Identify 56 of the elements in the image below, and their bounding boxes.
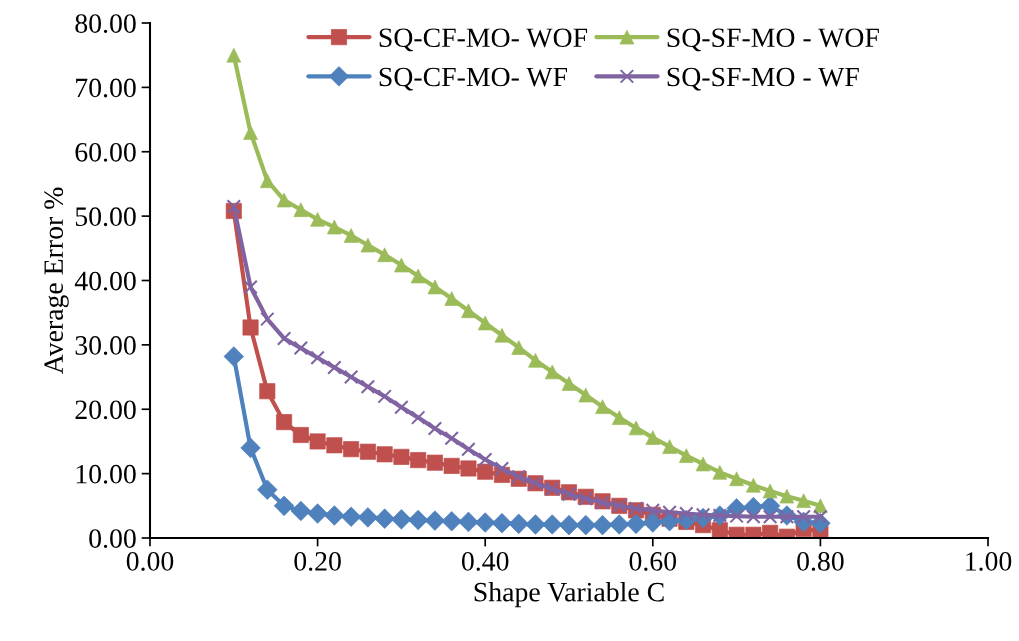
x-tick-label: 0.20 xyxy=(294,552,341,571)
y-tick-label: 10.00 xyxy=(76,464,136,484)
point xyxy=(226,199,242,214)
legend-label: SQ-CF-MO- WF xyxy=(379,67,567,91)
y-tick-label: 70.00 xyxy=(76,78,136,98)
y-tick-label: 60.00 xyxy=(75,142,136,162)
point xyxy=(426,454,443,471)
point xyxy=(243,279,258,295)
point xyxy=(223,346,244,367)
point xyxy=(475,512,496,533)
point xyxy=(592,514,613,536)
point xyxy=(293,202,309,217)
point xyxy=(393,448,410,465)
point xyxy=(377,389,392,404)
point xyxy=(796,493,811,508)
point xyxy=(695,507,711,523)
point xyxy=(461,441,476,457)
point xyxy=(645,503,661,518)
y-tick-label: 40.00 xyxy=(74,271,136,291)
point xyxy=(293,340,309,356)
y-axis-title: Average Error % xyxy=(44,187,69,375)
point xyxy=(762,509,778,525)
x-tick-label: 0.80 xyxy=(797,552,844,571)
point xyxy=(444,430,459,446)
point xyxy=(257,479,278,500)
point xyxy=(410,452,427,469)
legend-label: SQ-SF-MO - WF xyxy=(667,67,859,91)
x-tick-label: 0.60 xyxy=(629,552,677,571)
point xyxy=(359,443,376,460)
point xyxy=(427,421,443,436)
x-tick-label: 1.00 xyxy=(966,552,1012,571)
point xyxy=(343,369,359,385)
point xyxy=(260,311,275,327)
y-tick-label: 20.00 xyxy=(75,400,136,420)
x-tick-label: 0.00 xyxy=(126,552,174,571)
x-axis-title: Shape Variable C xyxy=(474,581,664,608)
point xyxy=(410,410,426,425)
point xyxy=(662,504,677,520)
x-tick-label: 0.40 xyxy=(461,552,509,571)
legend-label: SQ-SF-MO - WOF xyxy=(667,28,879,52)
point xyxy=(762,524,779,538)
point xyxy=(477,452,493,467)
point xyxy=(360,379,376,395)
point xyxy=(310,350,325,366)
y-tick-label: 50.00 xyxy=(75,207,136,227)
point xyxy=(746,509,761,525)
y-tick-label: 80.00 xyxy=(75,14,136,34)
point xyxy=(276,414,293,431)
point xyxy=(494,461,510,476)
point xyxy=(276,331,292,346)
y-tick-label: 30.00 xyxy=(75,336,136,355)
point xyxy=(394,400,409,415)
legend-label: SQ-CF-MO- WOF xyxy=(379,28,588,52)
point xyxy=(611,410,627,425)
y-tick-label: 0.00 xyxy=(89,529,136,549)
point xyxy=(327,360,342,375)
